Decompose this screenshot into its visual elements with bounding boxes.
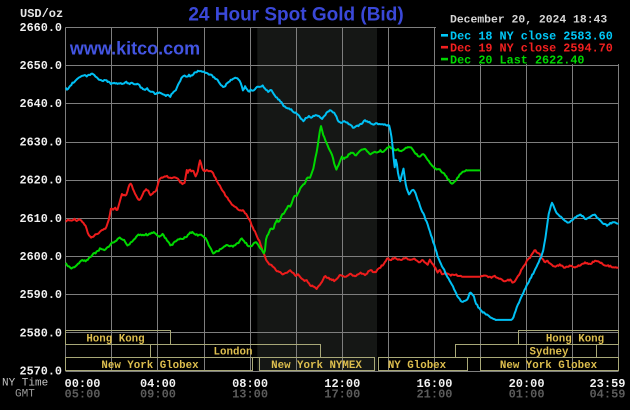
svg-text:05:00: 05:00: [65, 388, 101, 402]
svg-text:New York Globex: New York Globex: [500, 360, 598, 372]
svg-text:04:00: 04:00: [140, 377, 176, 391]
svg-text:December 20, 2024 18:43: December 20, 2024 18:43: [450, 15, 607, 27]
svg-text:2620.0: 2620.0: [20, 174, 62, 188]
svg-text:2650.0: 2650.0: [20, 59, 62, 73]
svg-text:2580.0: 2580.0: [20, 326, 62, 340]
svg-text:21:00: 21:00: [416, 388, 452, 402]
svg-text:Dec 20 Last 2622.40: Dec 20 Last 2622.40: [450, 53, 585, 67]
svg-text:Hong Kong: Hong Kong: [546, 333, 604, 345]
svg-text:Hong Kong: Hong Kong: [86, 333, 144, 345]
svg-text:24 Hour Spot Gold (Bid): 24 Hour Spot Gold (Bid): [188, 5, 403, 26]
svg-text:00:00: 00:00: [65, 377, 101, 391]
svg-text:2570.0: 2570.0: [20, 364, 62, 378]
svg-text:2660.0: 2660.0: [20, 21, 62, 35]
svg-text:GMT: GMT: [15, 389, 35, 401]
svg-text:17:00: 17:00: [324, 388, 360, 402]
svg-text:13:00: 13:00: [232, 388, 268, 402]
svg-text:2630.0: 2630.0: [20, 135, 62, 149]
svg-text:Dec 19 NY close 2594.70: Dec 19 NY close 2594.70: [450, 41, 613, 55]
svg-text:16:00: 16:00: [416, 377, 452, 391]
svg-text:New York Globex: New York Globex: [101, 360, 199, 372]
svg-text:08:00: 08:00: [232, 377, 268, 391]
svg-text:USD/oz: USD/oz: [20, 7, 63, 21]
svg-text:NY Time: NY Time: [2, 378, 48, 390]
svg-text:London: London: [214, 347, 253, 359]
svg-text:12:00: 12:00: [324, 377, 360, 391]
svg-text:2600.0: 2600.0: [20, 250, 62, 264]
svg-text:2640.0: 2640.0: [20, 97, 62, 111]
svg-text:Sydney: Sydney: [530, 347, 569, 359]
svg-text:09:00: 09:00: [140, 388, 176, 402]
svg-text:Dec 18 NY close 2583.60: Dec 18 NY close 2583.60: [450, 30, 613, 44]
svg-text:01:00: 01:00: [509, 388, 545, 402]
svg-text:NY Globex: NY Globex: [388, 360, 447, 372]
svg-text:04:59: 04:59: [589, 388, 625, 402]
svg-text:www.kitco.com: www.kitco.com: [69, 39, 200, 59]
svg-text:2610.0: 2610.0: [20, 212, 62, 226]
svg-text:20:00: 20:00: [509, 377, 545, 391]
svg-text:23:59: 23:59: [589, 377, 625, 391]
svg-text:2590.0: 2590.0: [20, 288, 62, 302]
svg-text:New York NYMEX: New York NYMEX: [271, 360, 362, 372]
